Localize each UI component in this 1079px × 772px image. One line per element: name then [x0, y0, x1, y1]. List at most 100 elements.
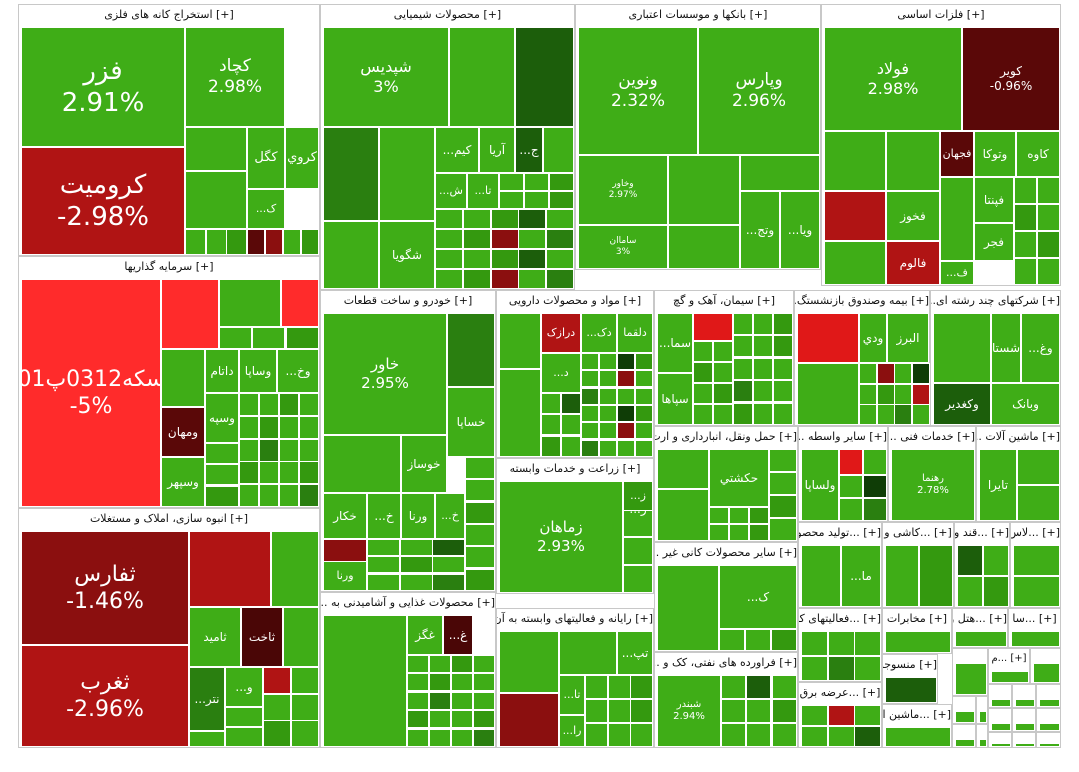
- sector-panel[interactable]: [+] ...فعالیتهای کم: [798, 608, 882, 682]
- stock-tile[interactable]: وتوکا: [974, 131, 1016, 177]
- stock-tile[interactable]: شپدیس 3%: [323, 27, 449, 127]
- stock-tile[interactable]: [432, 574, 465, 591]
- stock-tile[interactable]: [206, 229, 227, 255]
- stock-tile[interactable]: ...ف: [940, 261, 974, 285]
- stock-tile[interactable]: [733, 313, 753, 335]
- stock-tile[interactable]: [407, 710, 429, 728]
- stock-tile[interactable]: [693, 383, 713, 404]
- stock-tile[interactable]: [463, 229, 491, 249]
- stock-tile[interactable]: [733, 358, 753, 380]
- sector-header[interactable]: [+] ...م: [991, 653, 1027, 664]
- stock-tile[interactable]: [561, 436, 581, 457]
- stock-tile[interactable]: [877, 363, 895, 384]
- stock-tile[interactable]: [713, 383, 733, 404]
- stock-tile[interactable]: [885, 727, 951, 747]
- sector-header[interactable]: [+] محصولات غذایی و آشامیدنی به ...: [321, 596, 495, 609]
- stock-tile[interactable]: ...خ: [367, 493, 401, 539]
- stock-tile[interactable]: [912, 404, 930, 425]
- stock-tile[interactable]: کگل: [247, 127, 285, 189]
- stock-tile[interactable]: شبندر 2.94%: [657, 675, 721, 747]
- stock-tile[interactable]: [279, 416, 299, 439]
- stock-tile[interactable]: سپاها: [657, 373, 693, 425]
- stock-tile[interactable]: [1037, 177, 1060, 204]
- stock-tile[interactable]: [499, 313, 541, 369]
- stock-tile[interactable]: ...ما: [841, 545, 881, 607]
- stock-tile[interactable]: [259, 461, 279, 484]
- mini-sector[interactable]: [952, 724, 976, 748]
- stock-tile[interactable]: [435, 249, 463, 269]
- sector-header[interactable]: [+] فلزات اساسی: [897, 8, 985, 21]
- stock-tile[interactable]: [753, 403, 773, 425]
- stock-tile[interactable]: [771, 629, 797, 651]
- stock-tile[interactable]: [219, 279, 281, 327]
- stock-tile[interactable]: [839, 449, 863, 475]
- mini-sector[interactable]: [988, 708, 1012, 732]
- stock-tile[interactable]: [657, 489, 709, 541]
- stock-tile[interactable]: [301, 229, 319, 255]
- stock-tile[interactable]: [753, 358, 773, 380]
- stock-tile[interactable]: [617, 388, 635, 405]
- stock-tile[interactable]: [772, 699, 797, 723]
- stock-tile[interactable]: [524, 173, 549, 191]
- stock-tile[interactable]: [581, 405, 599, 422]
- stock-tile[interactable]: [465, 457, 495, 479]
- stock-tile[interactable]: [291, 667, 319, 694]
- stock-tile[interactable]: فخوز: [886, 191, 940, 241]
- stock-tile[interactable]: [957, 545, 983, 576]
- stock-tile[interactable]: [1011, 631, 1060, 647]
- stock-tile[interactable]: فالوم: [886, 241, 940, 285]
- stock-tile[interactable]: [465, 502, 495, 524]
- stock-tile[interactable]: [465, 569, 495, 591]
- stock-tile[interactable]: [854, 631, 881, 656]
- stock-tile[interactable]: [205, 486, 239, 507]
- stock-tile[interactable]: [1039, 743, 1060, 747]
- stock-tile[interactable]: [859, 384, 877, 405]
- stock-tile[interactable]: وسپه: [205, 393, 239, 443]
- stock-tile[interactable]: [323, 615, 407, 747]
- stock-tile[interactable]: [769, 472, 797, 495]
- stock-tile[interactable]: [259, 439, 279, 462]
- sector-header[interactable]: [+] خدمات فنی ...: [889, 430, 975, 443]
- sector-panel[interactable]: [+] استخراج کانه های فلزی فزر 2.91% کرومیت -…: [18, 4, 320, 256]
- stock-tile[interactable]: [1039, 699, 1060, 707]
- sector-panel[interactable]: [+] شرکتهای چند رشته ای... شستا ...وغ وکغدی…: [930, 290, 1061, 426]
- stock-tile[interactable]: [657, 565, 719, 651]
- stock-tile[interactable]: [283, 229, 301, 255]
- stock-tile[interactable]: ودي: [859, 313, 887, 363]
- sector-header[interactable]: [+] حمل ونقل، انبارداری و ارت...: [655, 430, 797, 443]
- mini-sector[interactable]: [952, 648, 988, 696]
- stock-tile[interactable]: [773, 380, 793, 402]
- stock-tile[interactable]: [733, 335, 753, 357]
- mini-sector[interactable]: [988, 732, 1012, 748]
- stock-tile[interactable]: [1017, 485, 1060, 521]
- stock-tile[interactable]: [263, 667, 291, 694]
- stock-tile[interactable]: ثغرب -2.96%: [21, 645, 189, 747]
- stock-tile[interactable]: آریا: [479, 127, 515, 173]
- stock-tile[interactable]: [299, 484, 319, 507]
- stock-tile[interactable]: [499, 173, 524, 191]
- sector-header[interactable]: [+] انبوه سازی، املاک و مستغلات: [89, 512, 249, 525]
- stock-tile[interactable]: [239, 416, 259, 439]
- stock-tile[interactable]: ونوین 2.32%: [578, 27, 698, 155]
- stock-tile[interactable]: [449, 27, 515, 127]
- stock-tile[interactable]: [546, 209, 574, 229]
- stock-tile[interactable]: فزر 2.91%: [21, 27, 185, 147]
- stock-tile[interactable]: [581, 370, 599, 387]
- stock-tile[interactable]: [225, 727, 263, 747]
- stock-tile[interactable]: [432, 539, 465, 556]
- mini-sector[interactable]: [952, 696, 976, 724]
- stock-tile[interactable]: [713, 404, 733, 425]
- stock-tile[interactable]: [463, 249, 491, 269]
- stock-tile[interactable]: [854, 726, 881, 747]
- stock-tile[interactable]: [259, 484, 279, 507]
- stock-tile[interactable]: [549, 191, 574, 209]
- stock-tile[interactable]: فجهان: [940, 131, 974, 177]
- sector-header[interactable]: [+] ...قند و: [955, 526, 1009, 539]
- stock-tile[interactable]: [635, 405, 653, 422]
- sector-header[interactable]: [+] ...هتل و: [953, 612, 1007, 625]
- stock-tile[interactable]: خاور 2.95%: [323, 313, 447, 435]
- sector-panel[interactable]: [+] انبوه سازی، املاک و مستغلات ثفارس -1.4…: [18, 508, 320, 748]
- stock-tile[interactable]: [617, 370, 635, 387]
- stock-tile[interactable]: [473, 673, 495, 691]
- stock-tile[interactable]: [753, 335, 773, 357]
